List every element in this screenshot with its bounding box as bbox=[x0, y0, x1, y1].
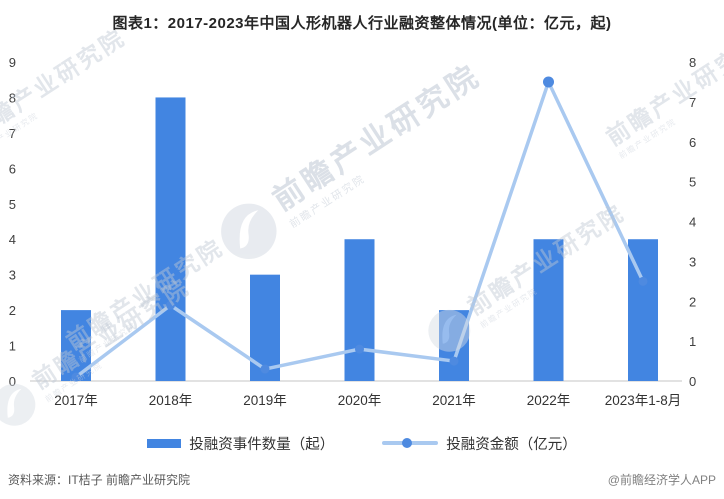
bar bbox=[533, 239, 564, 381]
line-swatch-icon bbox=[382, 438, 439, 448]
x-axis-label: 2018年 bbox=[149, 393, 193, 408]
y-axis-right-tick-label: 3 bbox=[689, 254, 696, 269]
legend-bar-label: 投融资事件数量（起） bbox=[189, 436, 335, 453]
y-axis-right-tick-label: 7 bbox=[689, 95, 696, 110]
combo-chart: 0 1 2 3 4 5 6 7 8 9 0 1 2 3 4 5 6 7 8 2017年 2018年 2019年 2020年 2… bbox=[9, 55, 696, 408]
source-text: 资料来源：IT桔子 前瞻产业研究院 bbox=[8, 473, 190, 487]
credit-text: @前瞻经济学人APP bbox=[607, 473, 716, 487]
line-marker bbox=[71, 372, 81, 382]
legend-item-line: 投融资金额（亿元） bbox=[382, 433, 577, 454]
y-axis-left-tick-label: 2 bbox=[9, 303, 16, 318]
y-axis-right-tick-label: 1 bbox=[689, 334, 696, 349]
line-marker bbox=[166, 300, 175, 310]
x-axis-label: 2022年 bbox=[527, 393, 571, 408]
y-axis-left-tick-label: 9 bbox=[9, 55, 16, 70]
y-axis-left-tick-label: 3 bbox=[9, 268, 16, 283]
line-marker bbox=[355, 344, 364, 354]
y-axis-right-tick-label: 6 bbox=[689, 135, 696, 150]
y-axis-left-tick-label: 0 bbox=[9, 374, 16, 389]
y-axis-left-tick-label: 1 bbox=[9, 339, 16, 354]
line-marker bbox=[449, 356, 459, 366]
bar bbox=[439, 310, 469, 381]
line-marker bbox=[260, 364, 270, 374]
y-axis-left-tick-label: 5 bbox=[9, 197, 16, 212]
y-axis-right-tick-label: 8 bbox=[689, 55, 696, 70]
line-marker bbox=[543, 76, 554, 88]
y-axis-left-tick-label: 4 bbox=[9, 232, 16, 247]
y-axis-left-tick-label: 8 bbox=[9, 90, 16, 105]
y-axis-right-tick-label: 0 bbox=[689, 374, 696, 389]
x-axis-label: 2020年 bbox=[338, 393, 382, 408]
y-axis-right-tick-label: 4 bbox=[689, 215, 696, 230]
x-axis-label: 2019年 bbox=[243, 393, 287, 408]
x-axis-label: 2021年 bbox=[432, 393, 476, 408]
x-axis-label: 2023年1-8月 bbox=[605, 393, 682, 408]
y-axis-right-tick-label: 5 bbox=[689, 175, 696, 190]
legend: 投融资事件数量（起） 投融资金额（亿元） bbox=[0, 432, 724, 454]
y-axis-left-tick-label: 6 bbox=[9, 161, 16, 176]
x-axis-label: 2017年 bbox=[54, 393, 98, 408]
legend-line-label: 投融资金额（亿元） bbox=[446, 436, 577, 453]
y-axis-right-tick-label: 2 bbox=[689, 294, 696, 309]
y-axis-left-tick-label: 7 bbox=[9, 126, 16, 141]
line-marker bbox=[638, 276, 648, 286]
bar bbox=[155, 97, 186, 381]
chart-title: 图表1：2017-2023年中国人形机器人行业融资整体情况(单位：亿元，起) bbox=[112, 15, 612, 32]
legend-item-bar: 投融资事件数量（起） bbox=[147, 433, 334, 454]
bar-swatch-icon bbox=[147, 438, 182, 448]
bar bbox=[344, 239, 375, 381]
